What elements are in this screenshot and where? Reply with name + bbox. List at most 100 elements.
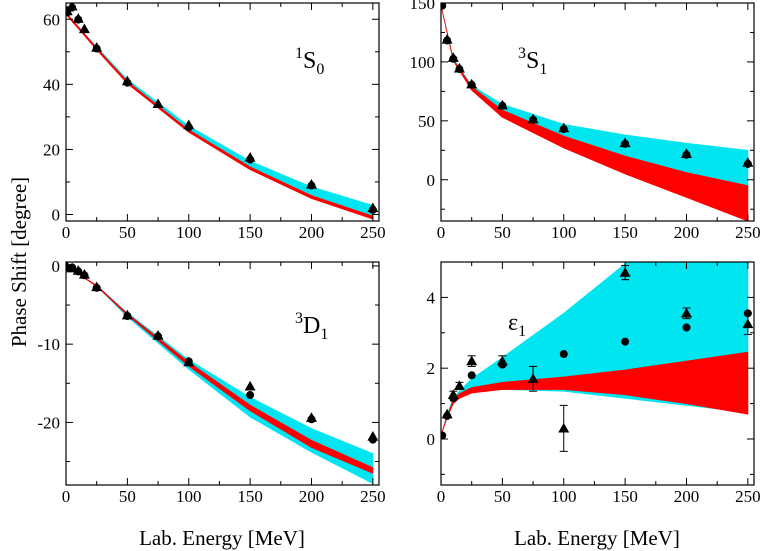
x-tick-label: 0 [62,223,71,242]
title-subscript: 1 [539,61,547,78]
title-superscript: 3 [295,310,303,327]
x-tick-label: 250 [735,223,761,242]
data-point-triangle [558,122,570,133]
data-point-triangle [496,99,508,110]
data-point-triangle [742,318,754,329]
data-point-triangle [367,202,379,213]
y-tick-label: 50 [418,112,435,131]
plot-area-3D1 [66,262,379,485]
data-point-triangle [447,389,459,399]
title-subscript: 1 [320,326,328,343]
x-tick-label: 200 [674,223,700,242]
data-point-circle [621,337,630,346]
x-tick-label: 50 [119,487,136,506]
data-point-triangle [66,3,78,11]
x-tick-label: 200 [674,487,700,506]
x-tick-label: 150 [612,487,638,506]
plot-area-3S1 [441,3,754,221]
y-tick-label: 40 [43,75,60,94]
plot-frame [440,261,755,486]
y-tick-label: -20 [37,413,60,432]
data-point-triangle [121,309,133,320]
data-point-triangle [558,422,570,433]
band-red-3S1 [441,5,749,221]
x-tick-label: 50 [494,487,511,506]
data-point-circle [559,350,568,359]
title-subscript: 1 [518,323,526,340]
data-point-triangle [453,380,465,391]
x-tick-label: 150 [237,223,263,242]
y-axis-title: Phase Shift [degree] [7,177,31,347]
data-point-triangle [66,262,78,273]
x-tick-label: 250 [735,487,761,506]
data-point-triangle [72,265,84,275]
data-point-triangle [496,355,508,366]
x-tick-label: 250 [360,487,386,506]
data-point-triangle [66,5,73,16]
data-point-triangle [78,269,90,279]
data-point-triangle [183,119,195,130]
y-tick-label: 4 [427,288,436,307]
data-point-triangle [244,380,256,391]
data-point-triangle [367,430,379,441]
band-red-eps1 [441,351,749,436]
data-point-triangle [244,152,256,162]
x-tick-label: 100 [176,223,202,242]
data-point-circle [441,3,447,10]
x-tick-label: 100 [176,487,202,506]
title-superscript: 3 [518,45,526,62]
data-point-triangle [453,62,465,73]
data-point-triangle [91,42,103,52]
plot-area-1S0 [66,3,379,220]
x-axis-title-left: Lab. Energy [MeV] [139,526,305,550]
x-tick-label: 250 [360,223,386,242]
y-tick-label: 0 [52,205,61,224]
data-point-triangle [742,157,754,167]
x-tick-label: 150 [612,223,638,242]
panel-title-1S0: 1S0 [295,45,324,78]
plot-frame [65,2,380,222]
title-symbol: ε [508,310,518,336]
data-point-triangle [619,267,631,277]
data-point-triangle [447,52,459,62]
x-tick-label: 100 [551,223,577,242]
panel-title-3D1: 3D1 [295,310,328,343]
y-tick-label: 0 [427,171,436,190]
data-point-triangle [680,307,692,318]
title-letter: D [303,313,320,339]
panel-title-3S1: 3S1 [518,45,547,78]
data-point-circle [682,323,691,332]
y-tick-label: -10 [37,335,60,354]
x-tick-label: 0 [437,487,446,506]
panel-3S1: 0 50 100 150 200 250 0 50 100 150 3S1 [410,0,761,242]
panel-title-eps1: ε1 [508,310,526,340]
plot-frame [440,2,755,222]
data-point-triangle [466,355,478,366]
x-tick-label: 100 [551,487,577,506]
data-point-triangle [305,412,317,422]
data-point-circle [441,431,447,440]
data-point-triangle [680,148,692,158]
data-point-triangle [527,373,539,383]
data-point-triangle [441,34,453,44]
y-tick-label: 60 [43,10,60,29]
x-tick-label: 150 [237,487,263,506]
data-point-triangle [466,78,478,89]
y-tick-label: 2 [427,359,436,378]
panel-3D1: 0 50 100 150 200 250 0 -10 -20 3D1 [37,257,385,506]
title-subscript: 0 [316,61,324,78]
x-tick-label: 0 [437,223,446,242]
band-cyan-3S1 [441,5,749,190]
y-tick-label: 150 [410,0,436,13]
y-tick-label: 0 [427,430,436,449]
x-tick-label: 50 [494,223,511,242]
data-point-triangle [121,75,133,86]
title-letter: S [526,48,539,74]
panel-eps1: 0 50 100 150 200 250 0 2 4 ε1 [427,261,761,506]
x-axis-title-right: Lab. Energy [MeV] [514,526,680,550]
data-point-circle [467,371,476,380]
data-point-circle [246,391,255,400]
data-point-triangle [441,408,453,419]
